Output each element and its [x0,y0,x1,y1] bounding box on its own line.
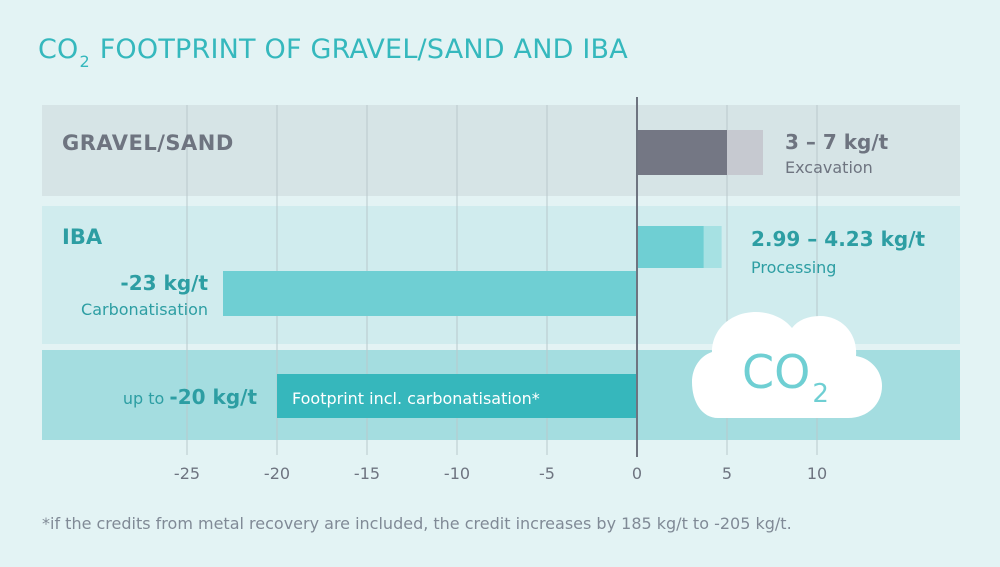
bar-excavation [637,130,727,175]
bar-footprint-incl-carbonatisation [277,374,637,418]
co2-badge-main: CO [742,345,810,399]
excavation-value-label: 3 – 7 kg/t [785,130,889,154]
x-tick-label: -10 [444,464,470,483]
group-label-gravel-sand: GRAVEL/SAND [62,131,234,155]
group-label-iba: IBA [62,225,103,249]
processing-value-label: 2.99 – 4.23 kg/t [751,227,926,251]
excavation-sub-label: Excavation [785,158,873,177]
carbonatisation-sub-label: Carbonatisation [81,300,208,319]
bar-carbonatisation [223,271,637,316]
carbonatisation-value-label: -23 kg/t [120,271,208,295]
x-tick-label: 10 [807,464,827,483]
footnote: *if the credits from metal recovery are … [42,514,792,533]
x-tick-label: -5 [539,464,555,483]
footprint-inner-label: Footprint incl. carbonatisation* [292,389,540,408]
bar-processing [637,226,704,268]
x-tick-label: -15 [354,464,380,483]
footprint-value-prefix: up to [123,389,170,408]
footprint-value-number: -20 kg/t [169,385,257,409]
co2-cloud-icon [692,312,882,418]
x-tick-label: -25 [174,464,200,483]
processing-sub-label: Processing [751,258,836,277]
chart-title: CO2 FOOTPRINT OF GRAVEL/SAND AND IBA [38,34,628,71]
co2-badge-text: CO2 [742,345,829,409]
co2-badge-subscript: 2 [812,379,829,409]
group-band-0 [42,105,960,196]
x-tick-label: 0 [632,464,642,483]
footprint-value-label: up to -20 kg/t [123,385,258,409]
x-tick-label: -20 [264,464,290,483]
x-tick-label: 5 [722,464,732,483]
